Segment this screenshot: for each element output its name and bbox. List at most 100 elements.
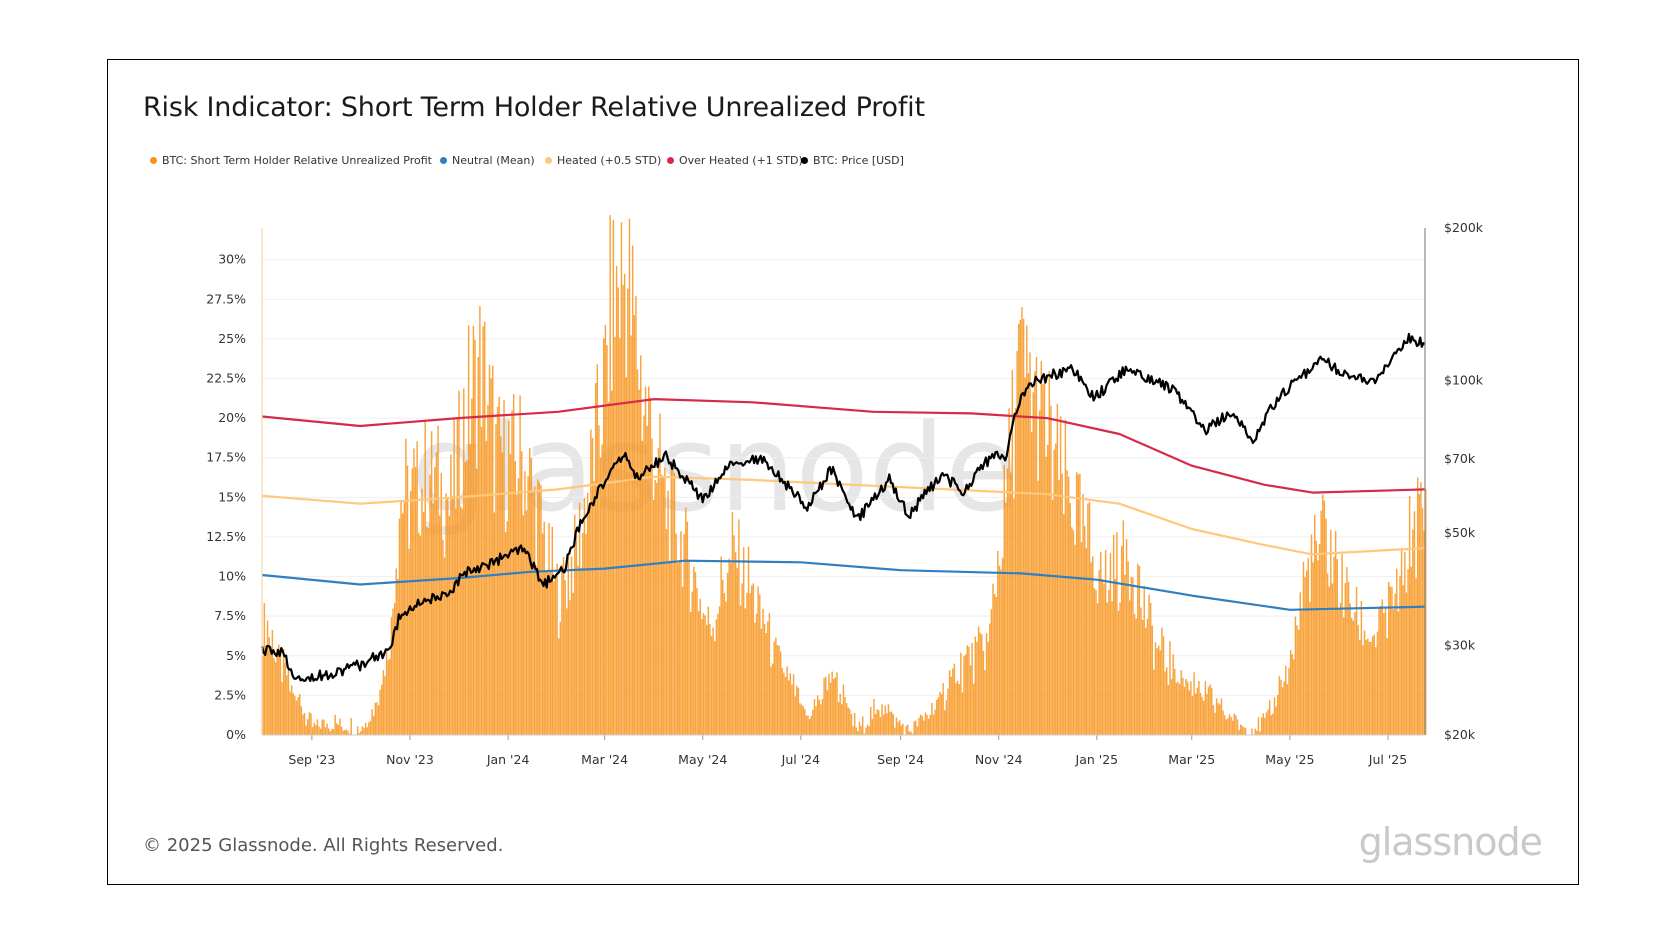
bar	[918, 717, 920, 735]
bar	[281, 681, 283, 735]
bar	[899, 720, 901, 735]
bar	[591, 437, 594, 735]
bar	[921, 715, 923, 735]
bar	[1238, 730, 1240, 735]
bar	[1275, 706, 1277, 735]
bar	[606, 345, 608, 735]
bar	[783, 672, 785, 735]
bar	[1129, 600, 1131, 735]
bar	[506, 521, 508, 735]
bar	[1055, 443, 1057, 735]
bar	[286, 675, 288, 735]
bar	[836, 672, 838, 735]
legend-item-sth-rup[interactable]: BTC: Short Term Holder Relative Unrealiz…	[150, 154, 432, 167]
bar	[1227, 718, 1229, 735]
bar	[689, 612, 692, 735]
bar	[625, 377, 627, 735]
bar	[522, 515, 525, 735]
bar	[381, 684, 383, 735]
bar	[990, 609, 993, 735]
series-line	[260, 332, 1426, 682]
bar	[971, 643, 973, 735]
bar	[1132, 577, 1134, 735]
bar	[763, 623, 766, 735]
y-left-tick-label: 12.5%	[206, 529, 246, 544]
y-left-tick-label: 25%	[218, 331, 246, 346]
bar	[1217, 703, 1219, 735]
bar	[1143, 585, 1145, 735]
bar	[334, 714, 336, 735]
bar	[789, 673, 792, 735]
bar	[540, 484, 542, 735]
bar	[582, 532, 584, 735]
bar	[1130, 576, 1133, 735]
bar	[287, 669, 290, 735]
bar	[273, 658, 275, 735]
bar	[1182, 677, 1184, 735]
bar	[1141, 619, 1144, 735]
bar	[1006, 468, 1009, 735]
bar	[1334, 530, 1337, 735]
bar	[923, 720, 925, 735]
y-left-tick-label: 17.5%	[206, 450, 246, 465]
bar	[1391, 587, 1393, 735]
bar	[1114, 579, 1116, 735]
bar	[1349, 603, 1351, 735]
bar	[1016, 350, 1018, 735]
bar	[1405, 592, 1408, 735]
bar	[530, 457, 533, 735]
bar	[1286, 684, 1289, 735]
bar	[900, 725, 903, 735]
bar	[937, 697, 940, 735]
bar	[1003, 464, 1005, 735]
bar	[1191, 696, 1194, 735]
bar	[1001, 557, 1004, 735]
bar	[847, 707, 849, 735]
legend-item-over-heated[interactable]: Over Heated (+1 STD)	[667, 154, 803, 167]
bar	[414, 466, 417, 735]
bar	[932, 714, 935, 735]
bar	[488, 364, 491, 735]
bar	[503, 400, 505, 735]
legend-item-heated[interactable]: Heated (+0.5 STD)	[545, 154, 661, 167]
bar	[1384, 607, 1387, 735]
bar	[1320, 510, 1322, 735]
bar	[725, 601, 727, 735]
bar	[282, 649, 285, 735]
bar	[627, 288, 629, 735]
bar	[770, 666, 772, 735]
bar	[767, 621, 769, 735]
bar	[467, 325, 470, 735]
bar	[310, 713, 312, 735]
bar	[842, 684, 845, 735]
bar	[935, 699, 938, 735]
y-right-tick-label: $70k	[1444, 451, 1476, 466]
bar	[882, 714, 885, 735]
bar	[649, 397, 652, 735]
bar	[1347, 581, 1350, 735]
bar	[1322, 494, 1324, 735]
bar	[401, 513, 404, 735]
bar	[1396, 568, 1398, 735]
bar	[808, 719, 811, 735]
bar	[982, 650, 985, 735]
y-left-tick-label: 30%	[218, 252, 246, 267]
bar	[771, 663, 774, 735]
bar	[759, 594, 761, 735]
bar	[348, 733, 351, 735]
bar	[541, 533, 544, 735]
bar	[278, 644, 280, 735]
bar	[944, 709, 946, 735]
bar	[329, 731, 332, 735]
bar	[519, 395, 521, 735]
bar	[1161, 627, 1163, 735]
legend-item-btc-price[interactable]: BTC: Price [USD]	[801, 154, 904, 167]
bar	[931, 703, 933, 735]
bar	[1423, 531, 1425, 735]
bar	[989, 623, 991, 735]
legend-item-neutral-mean[interactable]: Neutral (Mean)	[440, 154, 535, 167]
y-left-tick-label: 5%	[226, 648, 246, 663]
bar	[755, 613, 758, 735]
legend-dot-light-orange-icon	[545, 157, 552, 164]
bar	[326, 723, 328, 735]
